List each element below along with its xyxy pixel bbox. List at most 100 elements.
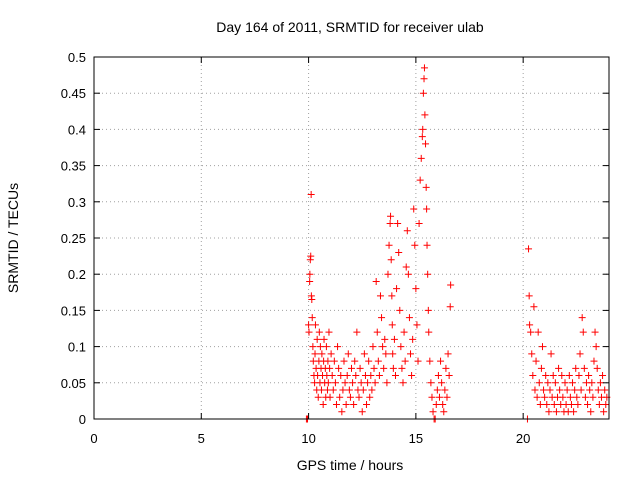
data-point: [305, 321, 313, 329]
data-point: [415, 220, 423, 228]
x-tick-label: 0: [90, 431, 97, 446]
data-point: [356, 364, 364, 372]
data-point: [574, 401, 582, 409]
data-point: [428, 393, 436, 401]
data-point: [404, 270, 412, 278]
data-point: [338, 408, 346, 416]
data-point: [599, 372, 607, 380]
data-point: [542, 372, 550, 380]
data-point: [316, 343, 324, 351]
y-tick-label: 0.25: [61, 231, 86, 246]
data-point: [388, 292, 396, 300]
data-point: [578, 314, 586, 322]
data-point: [335, 364, 343, 372]
data-point: [546, 386, 554, 394]
data-point: [435, 393, 443, 401]
data-point: [324, 357, 332, 365]
data-point: [412, 285, 420, 293]
data-point: [550, 401, 558, 409]
data-point: [580, 364, 588, 372]
data-point: [573, 393, 581, 401]
data-point: [306, 277, 314, 285]
data-point: [413, 321, 421, 329]
data-point: [594, 386, 602, 394]
chart-title: Day 164 of 2011, SRMTID for receiver ula…: [216, 19, 484, 35]
data-point: [556, 386, 564, 394]
data-point: [579, 328, 587, 336]
data-point: [332, 401, 340, 409]
data-point: [407, 350, 415, 358]
data-point: [348, 364, 355, 372]
data-point: [309, 343, 317, 351]
data-point: [527, 328, 535, 336]
data-point: [382, 350, 390, 358]
data-point: [422, 140, 430, 148]
data-point: [307, 252, 315, 260]
plot-frame: [93, 56, 610, 420]
data-point: [555, 364, 563, 372]
data-point: [366, 393, 374, 401]
data-point: [318, 350, 326, 358]
data-point: [384, 270, 392, 278]
data-point: [320, 335, 328, 343]
data-point: [424, 270, 432, 278]
data-point: [324, 379, 332, 387]
data-point: [584, 401, 592, 409]
axis-ticks: [93, 56, 609, 420]
data-point: [549, 372, 557, 380]
data-point: [590, 357, 598, 365]
data-point: [346, 393, 354, 401]
data-point: [589, 393, 597, 401]
data-point: [438, 379, 446, 387]
data-point: [552, 408, 560, 416]
data-point: [538, 343, 546, 351]
data-point: [336, 393, 344, 401]
data-point: [601, 386, 609, 394]
data-point: [394, 220, 402, 228]
y-tick-label: 0.45: [61, 86, 86, 101]
data-point: [389, 350, 397, 358]
data-point: [443, 393, 451, 401]
data-point: [534, 328, 542, 336]
data-point: [593, 364, 601, 372]
data-point: [591, 328, 599, 336]
data-point: [360, 350, 368, 358]
data-point: [586, 386, 594, 394]
data-point: [414, 357, 422, 365]
data-point: [401, 357, 409, 365]
data-point: [566, 393, 574, 401]
data-point: [385, 241, 393, 249]
data-point: [305, 328, 313, 336]
x-tick-label: 10: [301, 431, 315, 446]
data-point: [423, 205, 431, 213]
data-point: [381, 335, 389, 343]
data-point: [387, 212, 395, 220]
data-point: [551, 379, 559, 387]
data-point: [308, 296, 316, 304]
data-point: [559, 393, 567, 401]
data-point: [417, 154, 425, 162]
data-point: [434, 372, 442, 380]
data-point: [322, 343, 330, 351]
data-point: [588, 379, 596, 387]
data-point: [600, 408, 608, 416]
data-point: [314, 393, 322, 401]
data-point: [331, 379, 339, 387]
data-point: [315, 328, 323, 336]
data-point: [368, 386, 376, 394]
data-point: [390, 335, 398, 343]
data-point: [595, 401, 603, 409]
data-point: [398, 364, 406, 372]
data-point: [374, 357, 382, 365]
data-point: [439, 401, 447, 409]
data-point: [396, 306, 404, 314]
data-point: [403, 227, 411, 235]
data-point: [432, 401, 440, 409]
data-point: [313, 335, 321, 343]
data-point: [327, 350, 335, 358]
axis-tick-labels: 0 0.05 0.1 0.15 0.2 0.25 0.3 0.35 0.4 0.45 0.5 0 5 10…: [61, 50, 531, 446]
data-point: [306, 270, 314, 278]
data-point: [311, 321, 319, 329]
data-point: [340, 357, 348, 365]
y-tick-label: 0.1: [68, 340, 86, 355]
